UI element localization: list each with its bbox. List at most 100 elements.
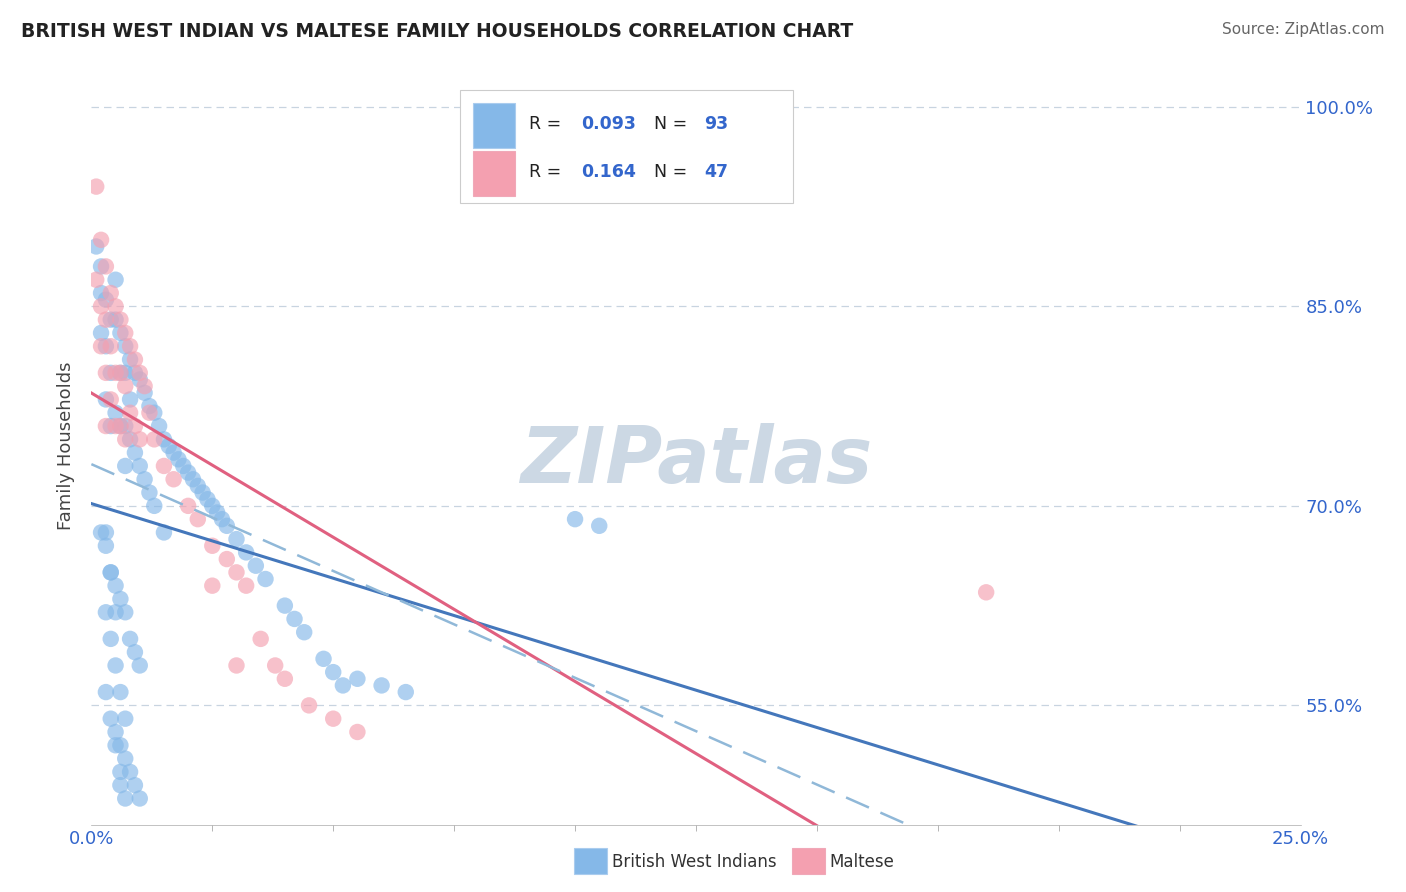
Point <box>104 605 127 619</box>
Point <box>114 712 136 726</box>
Point <box>143 406 166 420</box>
Point <box>322 665 344 680</box>
Point <box>90 260 112 274</box>
Point <box>134 385 156 400</box>
Point <box>187 512 209 526</box>
Point <box>110 419 132 434</box>
Point <box>143 433 166 447</box>
Point <box>100 566 122 580</box>
FancyBboxPatch shape <box>474 151 515 196</box>
Point <box>205 506 228 520</box>
Point <box>114 339 136 353</box>
Point <box>124 445 146 459</box>
Point <box>235 545 257 559</box>
Point <box>264 658 287 673</box>
Point <box>332 678 354 692</box>
Point <box>94 392 117 407</box>
Point <box>84 239 107 253</box>
Point <box>114 605 136 619</box>
Point <box>588 518 610 533</box>
Point <box>395 685 418 699</box>
Point <box>110 366 132 380</box>
Point <box>94 525 117 540</box>
Point <box>249 632 271 646</box>
Point <box>94 260 117 274</box>
Point <box>104 658 127 673</box>
Point <box>114 366 136 380</box>
Point <box>177 466 200 480</box>
Point <box>157 439 180 453</box>
Point <box>162 445 184 459</box>
Point <box>128 372 150 386</box>
Point <box>322 712 344 726</box>
Point <box>191 485 214 500</box>
Point <box>104 739 127 753</box>
Point <box>100 339 122 353</box>
Point <box>254 572 277 586</box>
Point <box>138 406 160 420</box>
Point <box>124 778 146 792</box>
Point <box>90 339 112 353</box>
Point <box>225 566 247 580</box>
Point <box>104 366 127 380</box>
Point <box>274 672 297 686</box>
Point <box>120 352 142 367</box>
Point <box>138 399 160 413</box>
Point <box>215 552 238 566</box>
Point <box>172 458 194 473</box>
Point <box>120 433 142 447</box>
Point <box>134 379 156 393</box>
Point <box>974 585 997 599</box>
Point <box>94 293 117 307</box>
Point <box>153 458 176 473</box>
Point <box>370 678 392 692</box>
Point <box>225 658 247 673</box>
Point <box>84 273 107 287</box>
Point <box>167 452 190 467</box>
Point <box>90 525 112 540</box>
Text: 93: 93 <box>704 115 728 133</box>
Point <box>162 472 184 486</box>
Point <box>94 539 117 553</box>
Point <box>120 339 142 353</box>
Point <box>110 764 132 779</box>
Point <box>312 652 335 666</box>
FancyBboxPatch shape <box>460 89 793 203</box>
Point <box>120 632 142 646</box>
Point <box>153 525 176 540</box>
Point <box>100 419 122 434</box>
Point <box>274 599 297 613</box>
Point <box>120 406 142 420</box>
Point <box>90 326 112 340</box>
Point <box>143 499 166 513</box>
Point <box>346 725 368 739</box>
Point <box>128 433 150 447</box>
Text: N =: N = <box>654 162 692 180</box>
Point <box>94 605 117 619</box>
Point <box>124 419 146 434</box>
Point <box>114 379 136 393</box>
Point <box>110 685 132 699</box>
Point <box>94 312 117 326</box>
Text: N =: N = <box>654 115 692 133</box>
Text: 0.164: 0.164 <box>581 162 636 180</box>
Point <box>283 612 305 626</box>
Point <box>114 458 136 473</box>
Point <box>215 518 238 533</box>
Point <box>564 512 586 526</box>
Point <box>120 764 142 779</box>
Point <box>298 698 321 713</box>
Point <box>100 286 122 301</box>
Point <box>104 406 127 420</box>
Point <box>128 366 150 380</box>
Point <box>90 286 112 301</box>
Point <box>114 419 136 434</box>
Point <box>94 419 117 434</box>
Point <box>346 672 368 686</box>
Point <box>100 712 122 726</box>
Point <box>245 558 267 573</box>
Point <box>235 579 257 593</box>
Text: 0.093: 0.093 <box>581 115 636 133</box>
Text: ZIPatlas: ZIPatlas <box>520 423 872 500</box>
Point <box>134 472 156 486</box>
